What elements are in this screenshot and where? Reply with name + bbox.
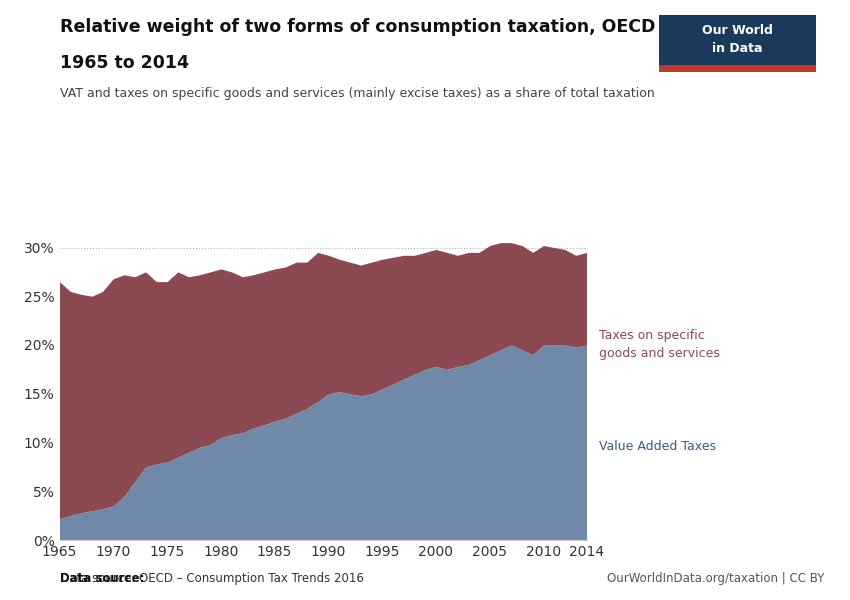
Text: in Data: in Data — [712, 41, 762, 55]
Text: Taxes on specific
goods and services: Taxes on specific goods and services — [599, 329, 720, 361]
Text: OurWorldInData.org/taxation | CC BY: OurWorldInData.org/taxation | CC BY — [607, 572, 824, 585]
Text: Value Added Taxes: Value Added Taxes — [599, 440, 717, 454]
Text: Relative weight of two forms of consumption taxation, OECD average,: Relative weight of two forms of consumpt… — [60, 18, 747, 36]
Text: VAT and taxes on specific goods and services (mainly excise taxes) as a share of: VAT and taxes on specific goods and serv… — [60, 87, 654, 100]
Text: Our World: Our World — [702, 24, 773, 37]
Text: 1965 to 2014: 1965 to 2014 — [60, 54, 189, 72]
Text: Data source: OECD – Consumption Tax Trends 2016: Data source: OECD – Consumption Tax Tren… — [60, 572, 363, 585]
Text: Data source:: Data source: — [60, 572, 144, 585]
